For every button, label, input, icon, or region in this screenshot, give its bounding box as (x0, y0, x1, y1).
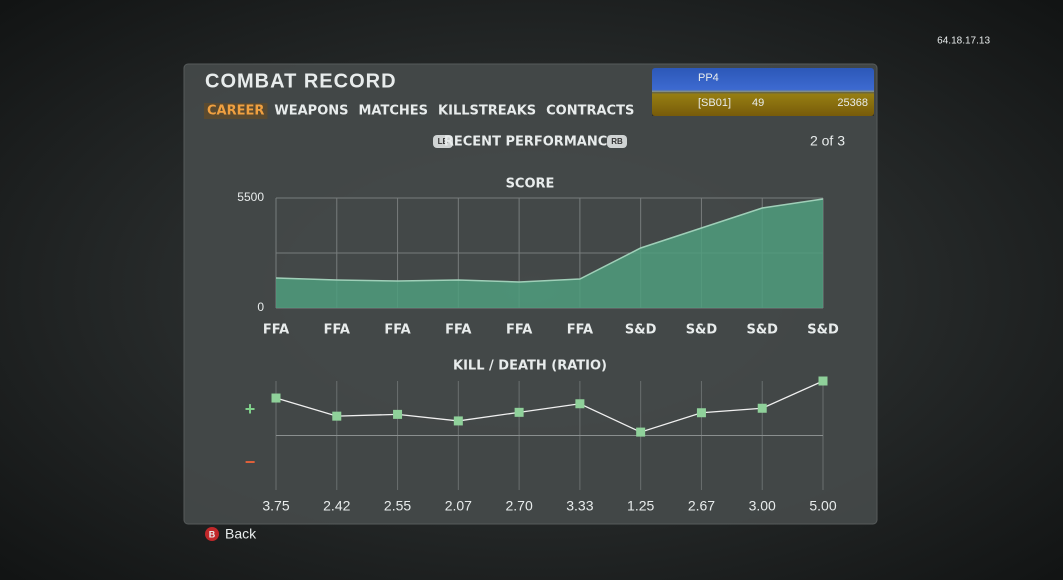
lb-label: LB (438, 137, 449, 146)
kd-marker (332, 411, 342, 421)
player-name: PP4 (698, 72, 719, 84)
system-label: 64.18.17.13 (937, 36, 990, 47)
x-tick-label: FFA (445, 323, 471, 338)
value-label: 1.25 (627, 498, 654, 514)
kd-marker (453, 416, 463, 426)
tab[interactable]: CONTRACTS (546, 104, 634, 119)
rb-label: RB (611, 137, 623, 146)
b-button-label[interactable]: B (209, 529, 216, 539)
player-currency: 25368 (837, 97, 868, 109)
lb-button (433, 135, 453, 148)
score-line (275, 198, 824, 283)
tabs: CAREER WEAPONS MATCHES KILLSTREAKS CONTRACTS (204, 103, 634, 119)
value-label: 2.42 (323, 498, 350, 514)
kd-marker (757, 403, 767, 413)
plus-label: + (245, 399, 256, 419)
tab[interactable]: CAREER (207, 104, 264, 119)
title: COMBAT RECORD (205, 70, 397, 92)
kd-marker (575, 399, 585, 409)
kd-marker (818, 376, 828, 386)
page-indicator: 2 of 3 (810, 133, 845, 149)
kd-marker (271, 393, 281, 403)
section-title: RECENT PERFORMANCE (444, 135, 616, 150)
kd-line (275, 380, 824, 433)
minus-label: − (245, 452, 256, 472)
y-tick-label: 5500 (237, 190, 264, 204)
player-card-shade (652, 92, 874, 116)
player-card (652, 68, 874, 116)
value-label: 3.33 (566, 498, 593, 514)
x-tick-label: FFA (324, 323, 350, 338)
value-label: 2.67 (688, 498, 715, 514)
kd-marker (514, 407, 524, 417)
value-label: 2.70 (505, 498, 532, 514)
x-tick-label: S&D (686, 323, 718, 338)
x-tick-label: S&D (746, 323, 778, 338)
value-label: 3.00 (749, 498, 776, 514)
tab-highlight (204, 103, 268, 119)
x-tick-label: FFA (506, 323, 532, 338)
chart-title: KILL / DEATH (RATIO) (453, 359, 607, 374)
x-tick-label: FFA (384, 323, 410, 338)
b-button[interactable] (205, 527, 219, 541)
value-label: 2.55 (384, 498, 411, 514)
kd-marker (636, 427, 646, 437)
tab[interactable]: KILLSTREAKS (438, 104, 536, 119)
rb-button (607, 135, 627, 148)
tab[interactable]: MATCHES (359, 104, 429, 119)
value-label: 3.75 (262, 498, 289, 514)
value-label: 5.00 (809, 498, 836, 514)
x-tick-label: FFA (567, 323, 593, 338)
player-clan: [SB01] (698, 97, 731, 109)
kd-marker (696, 408, 706, 418)
x-tick-label: S&D (625, 323, 657, 338)
value-label: 2.07 (445, 498, 472, 514)
y-tick-label: 0 (257, 300, 264, 314)
kd-marker (393, 409, 403, 419)
x-tick-label: S&D (807, 323, 839, 338)
player-level: 49 (752, 97, 764, 109)
chart-title: SCORE (506, 177, 555, 192)
back-label[interactable]: Back (225, 526, 257, 542)
tab[interactable]: WEAPONS (274, 104, 348, 119)
x-tick-label: FFA (263, 323, 289, 338)
